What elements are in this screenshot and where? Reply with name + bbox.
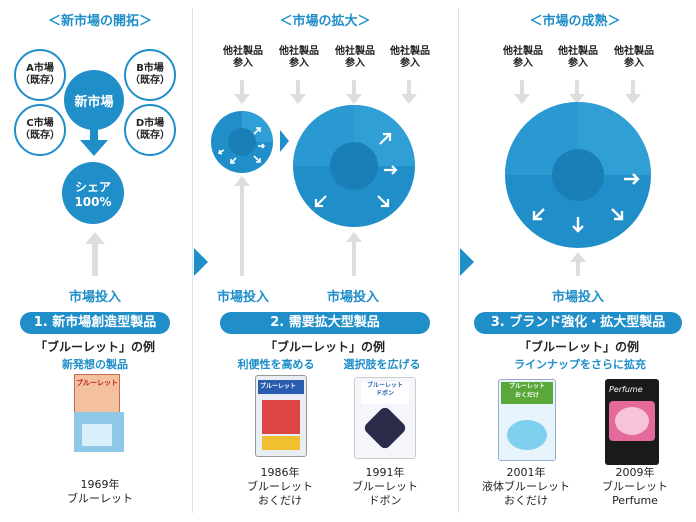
chevron-right-icon xyxy=(280,130,289,152)
product-label-2009: Perfume xyxy=(609,385,643,394)
product-image-1986: ブルーレット xyxy=(255,375,307,457)
product-caption-1969: 1969年 ブルーレット xyxy=(67,478,133,505)
entrant-label: 他社製品 参入 xyxy=(503,46,543,69)
product-label-1986: ブルーレット xyxy=(260,383,297,390)
market-c-circle: C市場 （既存） xyxy=(14,104,66,156)
stage2-title: ＜市場の拡大＞ xyxy=(279,14,371,29)
entrant-label: 他社製品 参入 xyxy=(335,46,375,69)
share-circle: シェア 100% xyxy=(62,162,124,224)
product-image-2009: Perfume xyxy=(605,379,659,465)
product-caption-1986: 1986年 ブルーレット おくだけ xyxy=(247,466,313,507)
product-caption-1991: 1991年 ブルーレット ドボン xyxy=(352,466,418,507)
product-label-1991: ブルーレット ドボン xyxy=(361,382,409,404)
gray-down-arrows xyxy=(514,80,641,104)
gray-down-arrows xyxy=(234,80,417,104)
market-d-label: D市場 （既存） xyxy=(130,118,170,141)
up-arrow-icon xyxy=(85,232,105,276)
entrant-label: 他社製品 参入 xyxy=(558,46,598,69)
stage1-sub: 新発想の製品 xyxy=(62,358,128,371)
down-arrow-icon xyxy=(80,128,108,156)
chevron-right-icon xyxy=(460,248,474,276)
product-caption-2009: 2009年 ブルーレット Perfume xyxy=(602,466,668,507)
product-image-2001: ブルーレット おくだけ xyxy=(498,379,556,461)
up-arrow-icon xyxy=(234,176,250,276)
stage1-title: ＜新市場の開拓＞ xyxy=(47,14,152,29)
stage2-invest-right-label: 市場投入 xyxy=(326,290,379,305)
stage2-example: 「ブルーレット」の例 xyxy=(264,340,385,354)
product-caption-2001: 2001年 液体ブルーレット おくだけ xyxy=(482,466,570,507)
market-c-label: C市場 （既存） xyxy=(20,118,60,141)
entrant-label: 他社製品 参入 xyxy=(614,46,654,69)
chevron-right-icon xyxy=(194,248,208,276)
new-market-circle: 新市場 xyxy=(64,70,124,130)
stage3-example: 「ブルーレット」の例 xyxy=(518,340,639,354)
stage1-invest-label: 市場投入 xyxy=(68,290,121,305)
product-label-1969: ブルーレット xyxy=(76,379,118,387)
market-circle-large xyxy=(293,105,415,227)
market-d-circle: D市場 （既存） xyxy=(124,104,176,156)
share-label: シェア 100% xyxy=(74,179,112,209)
stage2-sub-left: 利便性を高める xyxy=(237,358,315,371)
market-a-circle: A市場 （既存） xyxy=(14,49,66,101)
entrant-label: 他社製品 参入 xyxy=(223,46,263,69)
stage3-title: ＜市場の成熟＞ xyxy=(529,14,621,29)
divider xyxy=(458,8,459,513)
entrant-label: 他社製品 参入 xyxy=(279,46,319,69)
market-circle-small xyxy=(211,111,273,173)
market-b-label: B市場 （既存） xyxy=(130,63,170,86)
market-circle-mature xyxy=(505,102,651,248)
stage3-invest-label: 市場投入 xyxy=(551,290,604,305)
stage2-sub-right: 選択肢を広げる xyxy=(343,358,421,371)
stage1-pill: 1. 新市場創造型製品 xyxy=(20,312,170,334)
entrant-label: 他社製品 参入 xyxy=(390,46,430,69)
product-image-1969: ブルーレット xyxy=(70,372,126,458)
stage2-pill: 2. 需要拡大型製品 xyxy=(220,312,430,334)
up-arrow-icon xyxy=(570,252,586,276)
stage3-pill: 3. ブランド強化・拡大型製品 xyxy=(474,312,682,334)
product-image-1991: ブルーレット ドボン xyxy=(354,377,416,459)
market-a-label: A市場 （既存） xyxy=(20,63,60,86)
divider xyxy=(192,8,193,513)
new-market-label: 新市場 xyxy=(74,94,114,110)
up-arrow-icon xyxy=(346,232,362,276)
stage3-sub: ラインナップをさらに拡充 xyxy=(514,358,646,371)
market-b-circle: B市場 （既存） xyxy=(124,49,176,101)
stage2-invest-left-label: 市場投入 xyxy=(216,290,269,305)
product-label-2001: ブルーレット おくだけ xyxy=(501,382,553,404)
stage1-example: 「ブルーレット」の例 xyxy=(34,340,155,354)
